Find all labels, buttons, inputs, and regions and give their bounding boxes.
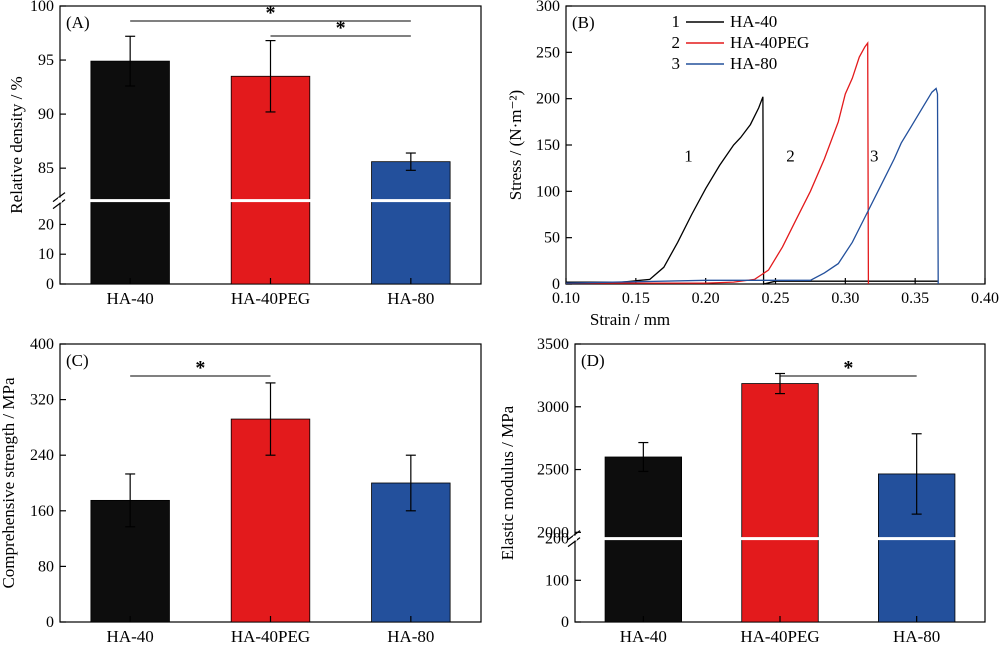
x-tick-label: 0.25 bbox=[762, 290, 790, 307]
panel-b: 0.10 0.15 0.20 0.25 0.30 0.35 0.40 0 50 100 150 200… bbox=[506, 0, 999, 329]
x-tick-label: 0.40 bbox=[971, 290, 999, 307]
axis-break-cut bbox=[573, 535, 577, 541]
axis-break-mark bbox=[567, 537, 581, 548]
axis-break-cut bbox=[58, 197, 62, 203]
y-tick-label: 10 bbox=[38, 246, 54, 263]
y-tick-label: 95 bbox=[38, 52, 54, 69]
legend-label: HA-80 bbox=[730, 54, 777, 73]
panel-c-label: (C) bbox=[66, 351, 89, 370]
y-tick-label: 2000 bbox=[537, 524, 569, 541]
legend-label: HA-40 bbox=[730, 12, 777, 31]
panel-b-xlabel: Strain / mm bbox=[590, 310, 670, 329]
x-tick-label: HA-40PEG bbox=[740, 627, 819, 646]
panel-b-label: (B) bbox=[572, 13, 595, 32]
x-tick-label: HA-40 bbox=[107, 627, 154, 646]
panel-c-marks: 0 80 160 240 320 400 HA-40 HA-40PEG HA-80 * bbox=[30, 336, 451, 646]
y-tick-label: 3000 bbox=[537, 399, 569, 416]
panel-b-ylabel: Stress / (N·m⁻²) bbox=[506, 90, 525, 200]
x-tick-label: 0.20 bbox=[692, 290, 720, 307]
curve-number-label: 2 bbox=[786, 147, 795, 166]
y-tick-label: 0 bbox=[46, 614, 54, 631]
y-tick-label: 2500 bbox=[537, 462, 569, 479]
y-tick-label: 200 bbox=[545, 531, 569, 548]
x-tick-label: HA-80 bbox=[387, 627, 434, 646]
y-tick-label: 50 bbox=[544, 230, 560, 247]
bar bbox=[741, 383, 819, 623]
curve-number-label: 1 bbox=[684, 147, 693, 166]
y-tick-label: 300 bbox=[536, 0, 560, 15]
series-line bbox=[565, 87, 939, 285]
x-tick-label: 0.30 bbox=[831, 290, 859, 307]
x-tick-label: 0.10 bbox=[552, 290, 580, 307]
y-tick-label: 400 bbox=[30, 336, 54, 353]
axis-break-mark bbox=[52, 192, 66, 203]
bar bbox=[90, 60, 170, 285]
bar bbox=[371, 161, 451, 285]
panel-a-marks: 0 10 20 85 90 95 100 HA-40 HA-40PEG HA-80 * * bbox=[30, 0, 480, 308]
y-tick-label: 90 bbox=[38, 106, 54, 123]
x-tick-label: HA-80 bbox=[893, 627, 940, 646]
y-tick-label: 250 bbox=[536, 44, 560, 61]
y-tick-label: 150 bbox=[536, 137, 560, 154]
y-tick-label: 0 bbox=[46, 276, 54, 293]
series-line bbox=[566, 96, 938, 285]
axis-break-mark bbox=[567, 530, 581, 541]
y-tick-label: 20 bbox=[38, 216, 54, 233]
legend-number: 1 bbox=[672, 12, 681, 31]
legend-number: 3 bbox=[672, 54, 681, 73]
y-tick-label: 85 bbox=[38, 160, 54, 177]
panel-b-marks: 0.10 0.15 0.20 0.25 0.30 0.35 0.40 0 50 100 150 200… bbox=[536, 0, 999, 307]
significance-star: * bbox=[843, 357, 853, 379]
y-tick-label: 0 bbox=[561, 614, 569, 631]
y-tick-label: 80 bbox=[38, 558, 54, 575]
x-tick-label: 0.15 bbox=[622, 290, 650, 307]
y-tick-label: 160 bbox=[30, 503, 54, 520]
panel-d-ylabel: Elastic modulus / MPa bbox=[498, 405, 517, 560]
curve-number-label: 3 bbox=[870, 147, 879, 166]
x-tick-label: 0.35 bbox=[901, 290, 929, 307]
significance-star: * bbox=[336, 17, 346, 39]
legend-label: HA-40PEG bbox=[730, 33, 809, 52]
x-tick-label: HA-40PEG bbox=[231, 289, 310, 308]
significance-star: * bbox=[195, 357, 205, 379]
axis-break-gap bbox=[61, 199, 480, 203]
panel-a: 0 10 20 85 90 95 100 HA-40 HA-40PEG HA-80 * * (A) R… bbox=[7, 0, 482, 308]
x-tick-label: HA-40 bbox=[107, 289, 154, 308]
panel-a-label: (A) bbox=[66, 13, 90, 32]
y-tick-label: 0 bbox=[552, 276, 560, 293]
y-tick-label: 100 bbox=[30, 0, 54, 15]
axis-break-mark bbox=[52, 199, 66, 210]
x-tick-label: HA-40PEG bbox=[231, 627, 310, 646]
y-tick-label: 320 bbox=[30, 392, 54, 409]
series-line bbox=[566, 41, 870, 285]
panel-c: 0 80 160 240 320 400 HA-40 HA-40PEG HA-80 * (C) C… bbox=[0, 336, 482, 646]
x-tick-label: HA-80 bbox=[387, 289, 434, 308]
x-tick-label: HA-40 bbox=[620, 627, 667, 646]
y-tick-label: 200 bbox=[536, 91, 560, 108]
panel-a-ylabel: Relative density / % bbox=[7, 76, 26, 213]
panel-d-label: (D) bbox=[581, 351, 605, 370]
significance-star: * bbox=[266, 2, 276, 24]
legend-number: 2 bbox=[672, 33, 681, 52]
y-tick-label: 100 bbox=[536, 183, 560, 200]
y-tick-label: 240 bbox=[30, 447, 54, 464]
axis-break-gap bbox=[576, 537, 984, 541]
y-tick-label: 100 bbox=[545, 572, 569, 589]
panel-c-ylabel: Comprehensive strength / MPa bbox=[0, 377, 18, 589]
y-tick-label: 3500 bbox=[537, 336, 569, 353]
